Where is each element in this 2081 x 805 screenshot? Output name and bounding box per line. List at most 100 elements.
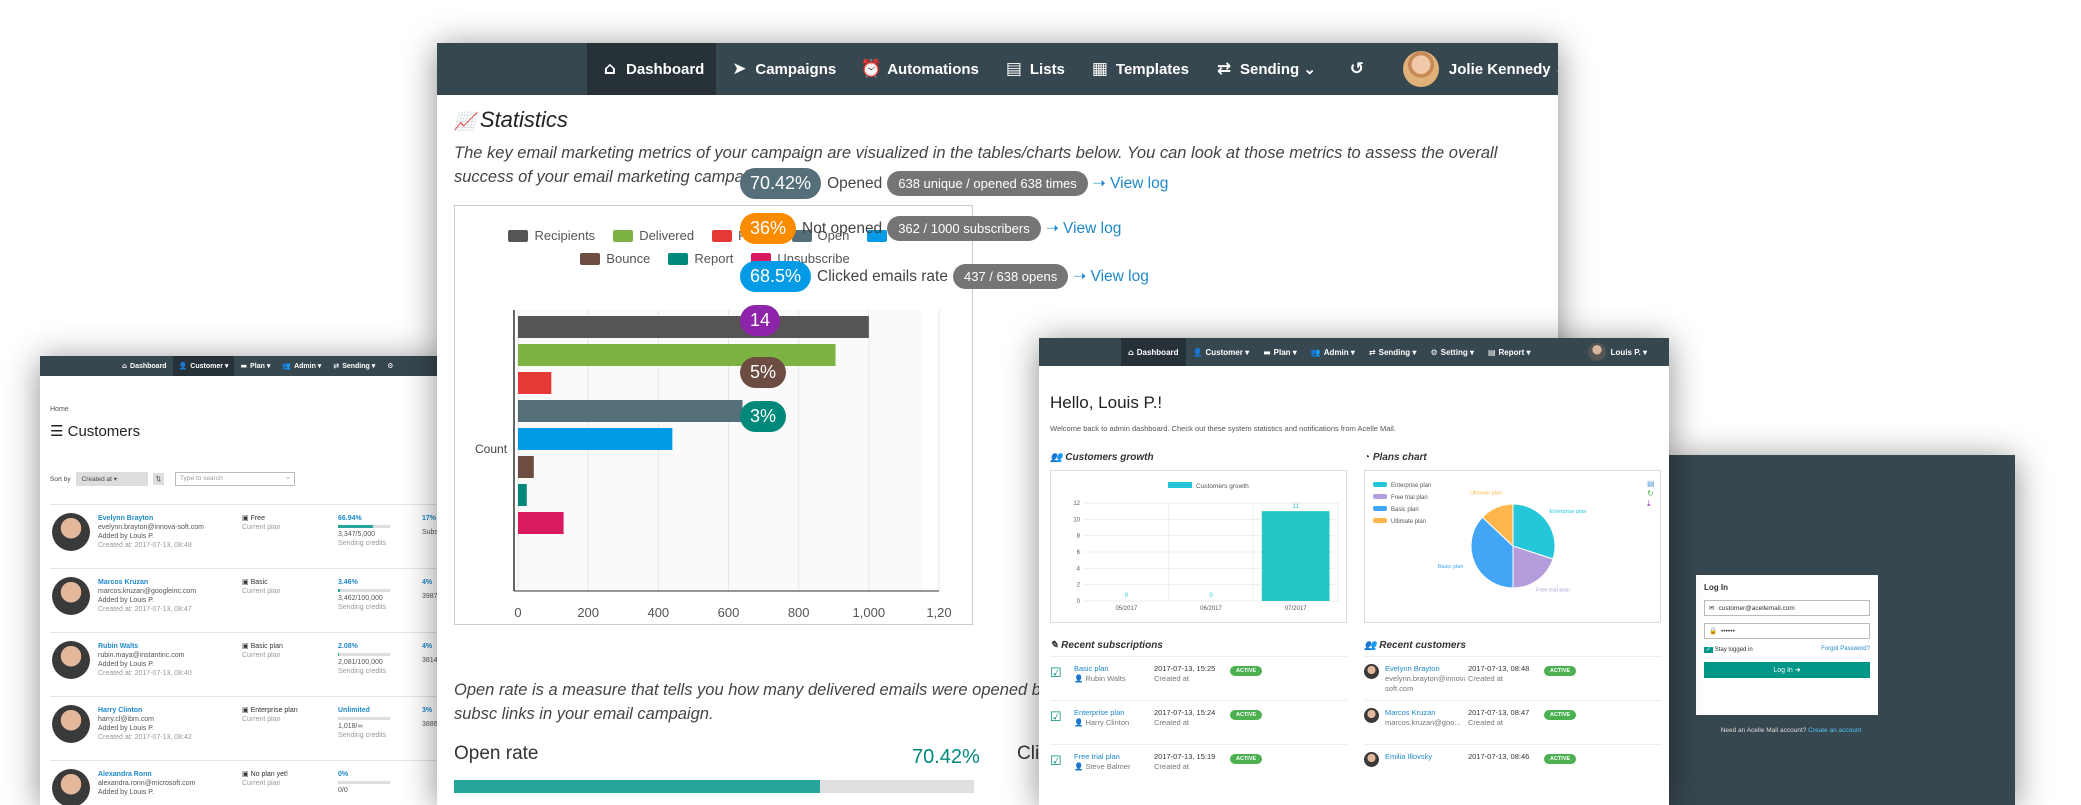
customer-row[interactable]: Evelynn Brayton evelynn.brayton@innova-s… (50, 504, 443, 568)
subscription-plan-link[interactable]: Free trial plan (1074, 752, 1120, 761)
metric-label: Opened (827, 174, 883, 192)
nav-customer[interactable]: 👤 Customer ▾ (172, 356, 235, 376)
customer-name-link[interactable]: Evelynn Brayton (1385, 664, 1440, 673)
user-menu[interactable]: Jolie Kennedy ⌄ (1391, 43, 1558, 95)
pie-slice-label: Ultimate plan (1470, 491, 1502, 497)
login-title: Log In (1704, 583, 1728, 592)
customer-row[interactable]: Alexandra Ronn alexandra.ronn@microsoft.… (50, 760, 443, 805)
remember-checkbox[interactable]: ✓ Stay logged in (1704, 647, 1753, 653)
growth-y-tick: 2 (1077, 583, 1081, 589)
nav-dashboard[interactable]: ⌂ Dashboard (1121, 338, 1186, 366)
checkbox-icon: ✓ (1704, 647, 1714, 653)
nav-admin[interactable]: 👥 Admin ▾ (1310, 347, 1355, 357)
pie-legend-swatch (1373, 494, 1387, 499)
clipboard-check-icon: ☑ (1050, 665, 1062, 680)
avatar (52, 513, 90, 551)
growth-y-tick: 12 (1073, 501, 1080, 507)
nav-campaigns[interactable]: ➤ Campaigns (716, 43, 848, 95)
forgot-password-link[interactable]: Forgot Password? (1821, 646, 1870, 652)
customer-name-link[interactable]: Marcos Kruzan (1385, 708, 1436, 717)
customer-row[interactable]: Rubin Walts rubin.maya@instantinc.com Ad… (50, 632, 443, 696)
customers-window: ⌂ Dashboard 👤 Customer ▾ ▬ Plan ▾ 👥 Admin ▾ … (40, 356, 443, 805)
email-field[interactable]: ✉ customer@acellemail.com (1704, 600, 1870, 616)
legend-swatch (791, 229, 812, 242)
legend-item[interactable]: Recipients (508, 228, 595, 243)
view-log-link[interactable]: ➝ View log (1073, 268, 1149, 285)
chevron-down-icon: ▾ (1640, 347, 1647, 357)
nav-lists[interactable]: ▤ Lists (991, 43, 1077, 95)
pie-slice (1470, 516, 1514, 589)
nav-plan[interactable]: ▬ Plan ▾ (1263, 347, 1297, 357)
subscription-user: Steve Balmer (1085, 762, 1131, 771)
metric-row: 14 (740, 305, 786, 336)
subscription-row[interactable]: ☑ Free trial plan 👤 Steve Balmer 2017-07-… (1050, 744, 1347, 788)
subscribers-value: 3814/ (422, 657, 440, 664)
password-field[interactable]: 🔒 •••••• (1704, 623, 1870, 639)
user-menu[interactable]: Louis P. ▾ (1581, 338, 1669, 366)
nav-admin[interactable]: 👥 Admin ▾ (282, 362, 322, 370)
pie-legend-label: Enterprise plan (1391, 483, 1431, 489)
customer-row[interactable]: Harry Clinton harry.cl@ibm.com Added by … (50, 696, 443, 760)
recent-customer-row[interactable]: Emilia Illovsky 2017-07-13, 08:46 ACTIVE (1364, 744, 1661, 788)
recent-customer-row[interactable]: Evelynn Brayton evelynn.brayton@innova-so… (1364, 656, 1661, 700)
subscription-row[interactable]: ☑ Basic plan 👤 Rubin Walts 2017-07-13, 15… (1050, 656, 1347, 700)
card-icon: ▬ (1263, 347, 1271, 357)
metric-badge: 14 (740, 305, 781, 336)
create-account-link[interactable]: Create an account (1808, 727, 1862, 734)
clipboard-check-icon: ☑ (1050, 753, 1062, 768)
clipboard-check-icon: ☑ (1050, 709, 1062, 724)
legend-item[interactable]: Open (791, 228, 849, 243)
breadcrumb[interactable]: Home (50, 406, 69, 413)
customer-name-link[interactable]: Rubin Walts (98, 643, 139, 650)
nav-automations[interactable]: ⏰ Automations (860, 59, 979, 79)
main-navbar: ⌂ Dashboard ➤ Campaigns ⏰ Automations ▤ List… (437, 43, 1558, 95)
sort-select[interactable]: Created at ▾ (75, 472, 148, 486)
sort-direction-icon[interactable]: ⇅ (152, 473, 165, 485)
history-button[interactable]: ↺ (1328, 43, 1391, 95)
nav-plan[interactable]: ▬ Plan ▾ (240, 362, 271, 370)
credits-percent: 66.94% (338, 515, 362, 522)
nav-sending[interactable]: ⇄ Sending ▾ (1368, 347, 1417, 357)
subscription-row[interactable]: ☑ Enterprise plan 👤 Harry Clinton 2017-07… (1050, 700, 1347, 744)
customer-created: Created at: 2017-07-13, 08:40 (98, 670, 192, 677)
metric-detail: 638 unique / opened 638 times (887, 171, 1088, 196)
subscription-plan-link[interactable]: Enterprise plan (1074, 708, 1125, 717)
customer-name-link[interactable]: Evelynn Brayton (98, 515, 154, 522)
alarm-clock-icon: ⏰ (860, 59, 882, 79)
view-log-link[interactable]: ➝ View log (1092, 175, 1169, 192)
customer-name-link[interactable]: Marcos Kruzan (98, 579, 149, 586)
nav-sending[interactable]: ⇄ Sending ⌄ (1201, 43, 1328, 95)
legend-item[interactable]: Bounce (580, 251, 650, 266)
customer-name-link[interactable]: Alexandra Ronn (98, 771, 152, 778)
customer-name-link[interactable]: Emilia Illovsky (1385, 752, 1433, 761)
metric-label: Not opened (802, 219, 883, 237)
customer-credits: Unlimited 1,018/∞ Sending credits (338, 706, 390, 740)
recent-customers-title: 👥 Recent customers (1364, 640, 1466, 651)
nav-customer[interactable]: 👤 Customer ▾ (1192, 347, 1250, 357)
search-input[interactable]: Type to search ⌕ (175, 472, 296, 486)
recent-customer-row[interactable]: Marcos Kruzan marcos.kruzan@goo... 2017-0… (1364, 700, 1661, 744)
plans-pie-chart: Enterprise plan Free trial plan Basic plan… (1373, 479, 1655, 593)
nav-settings[interactable]: ⚙ (381, 356, 402, 376)
nav-templates[interactable]: ▦ Templates (1077, 43, 1201, 95)
credits-value: 3,462/100,000 (338, 595, 383, 602)
nav-report[interactable]: ▤ Report ▾ (1487, 347, 1531, 357)
chevron-down-icon: ⌄ (1299, 61, 1316, 78)
nav-dashboard[interactable]: ⌂ Dashboard (587, 43, 717, 95)
nav-sending[interactable]: ⇄ Sending ▾ (333, 362, 376, 370)
subscription-plan-link[interactable]: Basic plan (1074, 664, 1109, 673)
y-axis-label: Count (475, 442, 508, 456)
x-tick-label: 800 (788, 605, 810, 620)
customer-info: Marcos Kruzan marcos.kruzan@googleinc.co… (98, 578, 196, 614)
legend-item[interactable]: Delivered (613, 228, 694, 243)
view-log-link[interactable]: ➝ View log (1045, 220, 1122, 237)
customer-row[interactable]: Marcos Kruzan marcos.kruzan@googleinc.co… (50, 568, 443, 632)
login-button[interactable]: Log In ➜ (1704, 662, 1870, 678)
nav-dashboard[interactable]: ⌂ Dashboard (122, 362, 167, 370)
line-chart-icon: 📈 (454, 112, 480, 131)
nav-setting[interactable]: ⚙ Setting ▾ (1430, 347, 1474, 357)
pencil-icon: ✎ (1050, 640, 1062, 651)
legend-item[interactable]: Report (668, 251, 733, 266)
customer-name-link[interactable]: Harry Clinton (98, 707, 143, 714)
credits-label: Sending credits (338, 732, 387, 739)
